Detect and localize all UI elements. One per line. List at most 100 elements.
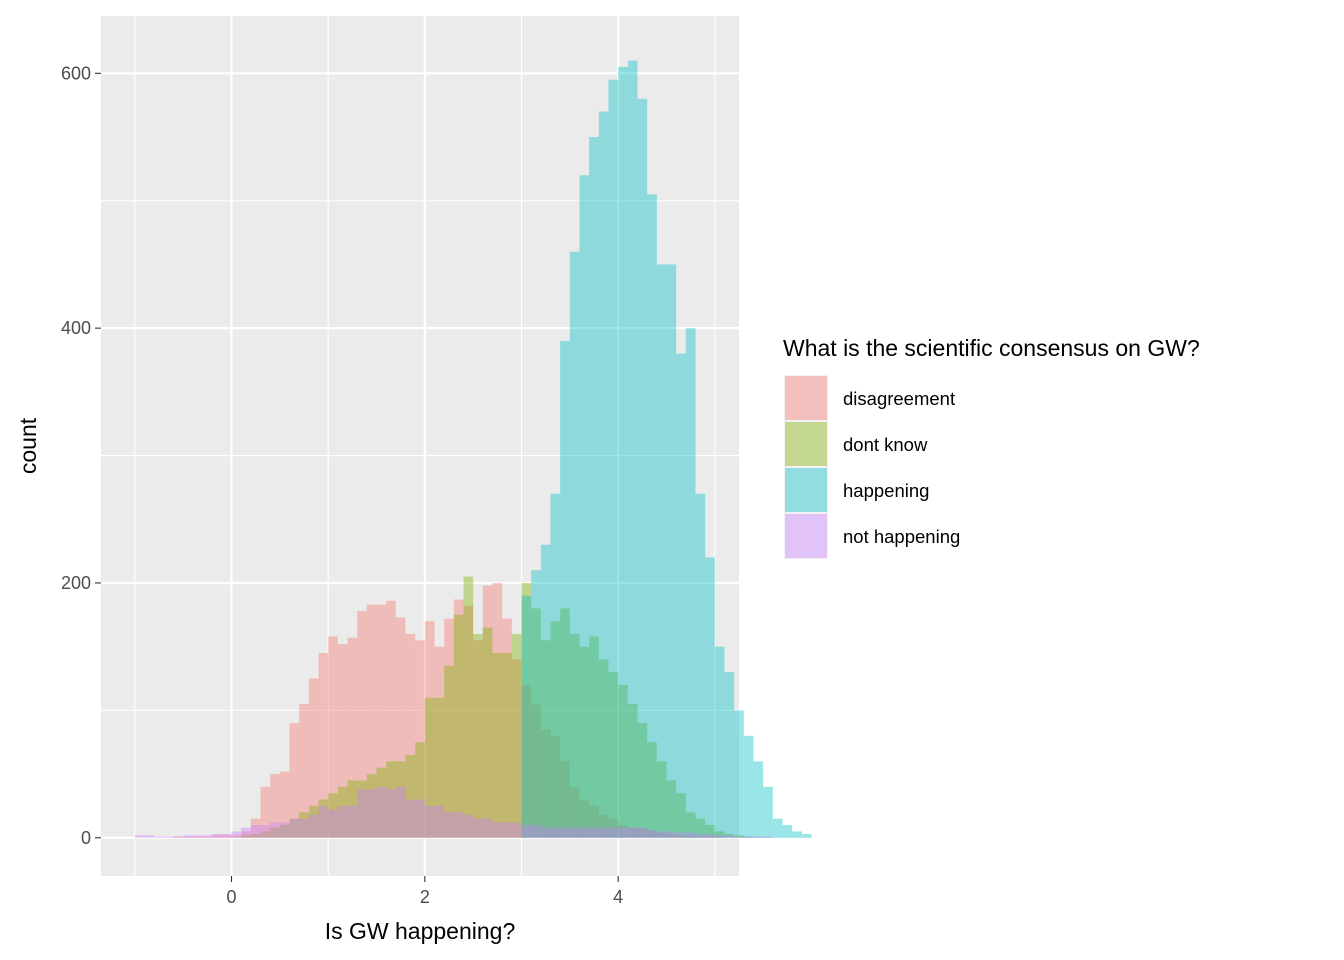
histogram-bar (328, 793, 338, 838)
histogram-bar (328, 809, 338, 838)
histogram-bar (695, 818, 706, 838)
y-axis: 0 200 400 600 (61, 63, 101, 848)
histogram-bar (753, 836, 764, 838)
histogram-bar (560, 827, 570, 838)
histogram-bar (511, 659, 522, 838)
histogram-bar (270, 774, 280, 838)
histogram-bar (453, 812, 464, 838)
histogram-bar (308, 814, 319, 838)
histogram-bar (453, 614, 464, 838)
histogram-bar (763, 786, 773, 838)
histogram-bar (637, 827, 648, 838)
legend-key-swatch (785, 514, 827, 558)
histogram-bar (540, 827, 551, 838)
histogram-bar (676, 832, 686, 838)
histogram-bar (569, 827, 580, 838)
panel-background (101, 16, 739, 876)
histogram-bar (792, 831, 802, 838)
histogram-bar (676, 835, 686, 838)
histogram-bar (202, 835, 213, 838)
legend-key-bg (784, 421, 828, 467)
histogram-bar (221, 835, 232, 838)
histogram-bar (637, 98, 648, 838)
histogram-bar (579, 799, 590, 838)
legend-key-bg (784, 467, 828, 513)
histogram-bar (424, 697, 435, 838)
histogram-bar (772, 818, 783, 838)
histogram-bar (618, 684, 628, 838)
series-happening (521, 60, 812, 838)
histogram-bar (743, 836, 754, 838)
histogram-bar (579, 827, 590, 838)
legend-label: dont know (843, 434, 928, 455)
histogram-bar (347, 805, 358, 838)
histogram-bar (192, 835, 203, 838)
histogram-bar (144, 835, 155, 838)
histogram-bar (183, 835, 193, 838)
histogram-bar (347, 780, 358, 838)
histogram-bar (782, 825, 793, 838)
histogram-bar (608, 79, 619, 838)
histogram-bar (569, 251, 580, 838)
histogram-bar (270, 827, 280, 838)
histogram-bar (376, 786, 387, 838)
histogram-bar (695, 836, 706, 838)
histogram-bar (415, 742, 425, 838)
histogram-bar (676, 793, 686, 838)
histogram-bar (212, 835, 222, 838)
histogram-bar (598, 659, 609, 838)
histogram-bar (598, 827, 609, 838)
histogram-bar (734, 710, 744, 838)
histogram-bar (608, 827, 619, 838)
histogram-bar (521, 582, 532, 838)
histogram-bar (724, 833, 735, 838)
histogram-bar (405, 754, 416, 838)
legend-label: disagreement (843, 388, 955, 409)
histogram-bar (627, 827, 638, 838)
histogram-bar (473, 818, 483, 838)
histogram-bar (705, 836, 715, 838)
histogram-bar (531, 570, 541, 838)
y-tick-label: 400 (61, 318, 91, 338)
histogram-bars (134, 60, 812, 838)
legend-key-bg (784, 375, 828, 421)
histogram-bar (395, 761, 406, 838)
histogram-bar (502, 822, 512, 838)
legend-label: happening (843, 480, 929, 501)
histogram-bar (163, 836, 174, 838)
histogram-bar (289, 723, 300, 838)
histogram-bar (647, 830, 657, 838)
histogram-bar (463, 814, 474, 838)
histogram-bar (231, 835, 242, 838)
histogram-bar (492, 582, 503, 838)
histogram-bar (531, 704, 541, 838)
histogram-bar (502, 618, 512, 838)
histogram-bar (531, 825, 541, 838)
histogram-bar (685, 832, 696, 838)
histogram-bar (743, 836, 754, 838)
histogram-bar (598, 814, 609, 838)
y-axis-title: count (15, 417, 41, 474)
histogram-bar (405, 799, 416, 838)
histogram-bar (279, 771, 290, 838)
histogram-bar (250, 818, 261, 838)
histogram-bar (656, 832, 667, 838)
histogram-bar (260, 831, 271, 838)
legend-key-swatch (785, 422, 827, 466)
histogram-bar (666, 780, 677, 838)
histogram-bar (734, 835, 744, 838)
histogram-bar (569, 786, 580, 838)
histogram-bar (260, 786, 271, 838)
histogram-bar (734, 836, 744, 838)
histogram-bar (608, 818, 619, 838)
histogram-bar (647, 830, 657, 838)
histogram-bar (405, 633, 416, 838)
histogram-bar (705, 825, 715, 838)
histogram-bar (724, 672, 735, 838)
histogram-bar (318, 805, 329, 838)
histogram-bar (328, 636, 338, 838)
histogram-bar (482, 818, 493, 838)
histogram-bar (521, 684, 532, 838)
legend-items: disagreement dont know happening not happen… (784, 375, 960, 559)
histogram-bar (434, 697, 445, 838)
